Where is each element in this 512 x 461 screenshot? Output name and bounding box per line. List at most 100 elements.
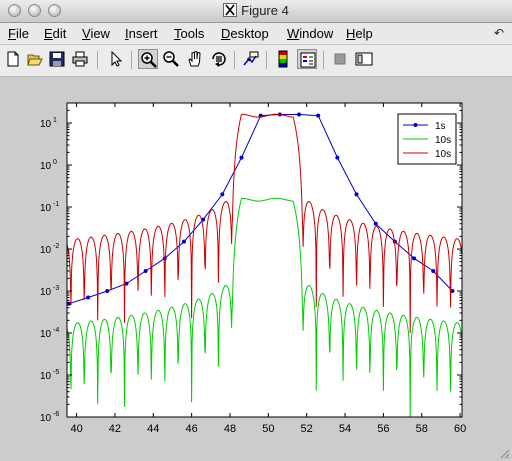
axes-box	[66, 102, 463, 418]
resize-grip-icon[interactable]	[498, 447, 510, 459]
legend-label-2: 10s	[435, 149, 451, 160]
dock-figure-icon[interactable]: ↶	[493, 26, 504, 40]
y-tick-exponent: 0	[53, 159, 57, 166]
zoom-in-button[interactable]	[138, 49, 158, 69]
data-point	[316, 113, 321, 118]
edit-plot-button[interactable]	[106, 49, 126, 69]
x-tick-label: 40	[70, 423, 82, 435]
save-icon	[49, 51, 65, 67]
y-tick-exponent: -1	[53, 201, 59, 208]
x-tick-label: 50	[262, 423, 274, 435]
menu-edit[interactable]: Edit	[44, 26, 67, 41]
menu-view[interactable]: View	[82, 26, 110, 41]
menu-window[interactable]: Window	[287, 26, 334, 41]
series-group	[67, 112, 462, 417]
y-tick-label: 10	[40, 413, 52, 424]
x-tick-label: 42	[109, 423, 121, 435]
hide-plot-tools-button[interactable]	[330, 49, 350, 69]
data-point	[354, 192, 359, 197]
minimize-window-button[interactable]	[28, 4, 41, 17]
menu-bar: ↶ File Edit View Insert Tools Desktop Window He…	[0, 23, 512, 45]
data-point	[431, 268, 436, 273]
x-tick-label: 58	[416, 423, 428, 435]
rotate-3d-icon	[212, 52, 226, 67]
y-tick-label: 10	[40, 119, 52, 130]
data-point	[105, 289, 110, 294]
show-plot-tools-icon	[355, 52, 373, 66]
close-window-button[interactable]	[8, 4, 21, 17]
data-point	[86, 295, 91, 300]
print-button[interactable]	[70, 49, 90, 69]
y-tick-label: 10	[40, 371, 52, 382]
menu-file[interactable]: File	[8, 26, 29, 41]
zoom-out-icon	[163, 51, 179, 67]
x-tick-label: 60	[454, 423, 466, 435]
data-point	[450, 289, 455, 294]
data-point	[297, 112, 302, 117]
legend-marker	[413, 123, 418, 127]
x-tick-label: 56	[377, 423, 389, 435]
data-cursor-button[interactable]	[241, 49, 261, 69]
save-button[interactable]	[47, 49, 67, 69]
x11-icon	[223, 3, 238, 17]
print-icon	[72, 51, 88, 67]
edit-plot-arrow-icon	[111, 50, 123, 67]
y-tick-exponent: -6	[53, 411, 59, 418]
window-title-row: Figure 4	[0, 3, 512, 18]
series-line-1	[67, 197, 462, 417]
series-line-2	[67, 113, 462, 334]
data-point	[162, 256, 167, 261]
y-tick-exponent: -2	[53, 243, 59, 250]
pan-button[interactable]	[185, 49, 205, 69]
toolbar-separator	[323, 51, 324, 69]
y-tick-exponent: -5	[53, 369, 59, 376]
open-file-button[interactable]	[25, 49, 45, 69]
y-tick-label: 10	[40, 245, 52, 256]
data-point	[181, 239, 186, 244]
x-tick-label: 48	[224, 423, 236, 435]
zoom-out-button[interactable]	[161, 49, 181, 69]
legend-label-0: 1s	[435, 121, 446, 132]
data-point	[220, 192, 225, 197]
y-tick-exponent: -4	[53, 327, 59, 334]
insert-legend-button[interactable]	[297, 49, 317, 69]
menu-help[interactable]: Help	[346, 26, 373, 41]
figure-toolbar	[0, 45, 512, 77]
show-plot-tools-button[interactable]	[354, 49, 374, 69]
legend-icon	[300, 52, 316, 68]
data-point	[412, 256, 417, 261]
window-title: Figure 4	[241, 3, 289, 18]
toolbar-separator	[131, 51, 132, 69]
data-point	[143, 268, 148, 273]
hide-plot-tools-icon	[334, 53, 346, 65]
data-point	[335, 155, 340, 160]
title-bar: Figure 4	[0, 0, 512, 23]
y-tick-label: 10	[40, 329, 52, 340]
x-tick-label: 52	[301, 423, 313, 435]
zoom-in-icon	[141, 52, 157, 68]
data-point	[373, 221, 378, 226]
pan-hand-icon	[188, 50, 201, 67]
new-figure-button[interactable]	[3, 49, 23, 69]
toolbar-separator	[97, 51, 98, 69]
menu-tools[interactable]: Tools	[174, 26, 205, 41]
menu-insert[interactable]: Insert	[125, 26, 158, 41]
y-tick-label: 10	[40, 161, 52, 172]
x-tick-label: 46	[186, 423, 198, 435]
data-point	[239, 155, 244, 160]
menu-desktop[interactable]: Desktop	[221, 26, 269, 41]
legend-label-1: 10s	[435, 135, 451, 146]
open-file-icon	[27, 54, 43, 66]
data-cursor-icon	[243, 51, 259, 66]
y-tick-label: 10	[40, 203, 52, 214]
rotate-3d-button[interactable]	[209, 49, 229, 69]
toolbar-separator	[234, 51, 235, 69]
insert-colorbar-button[interactable]	[273, 49, 293, 69]
zoom-window-button[interactable]	[48, 4, 61, 17]
y-tick-label: 10	[40, 287, 52, 298]
y-tick-exponent: 1	[53, 117, 57, 124]
x-tick-label: 54	[339, 423, 351, 435]
data-point	[124, 281, 129, 286]
x-tick-label: 44	[147, 423, 159, 435]
